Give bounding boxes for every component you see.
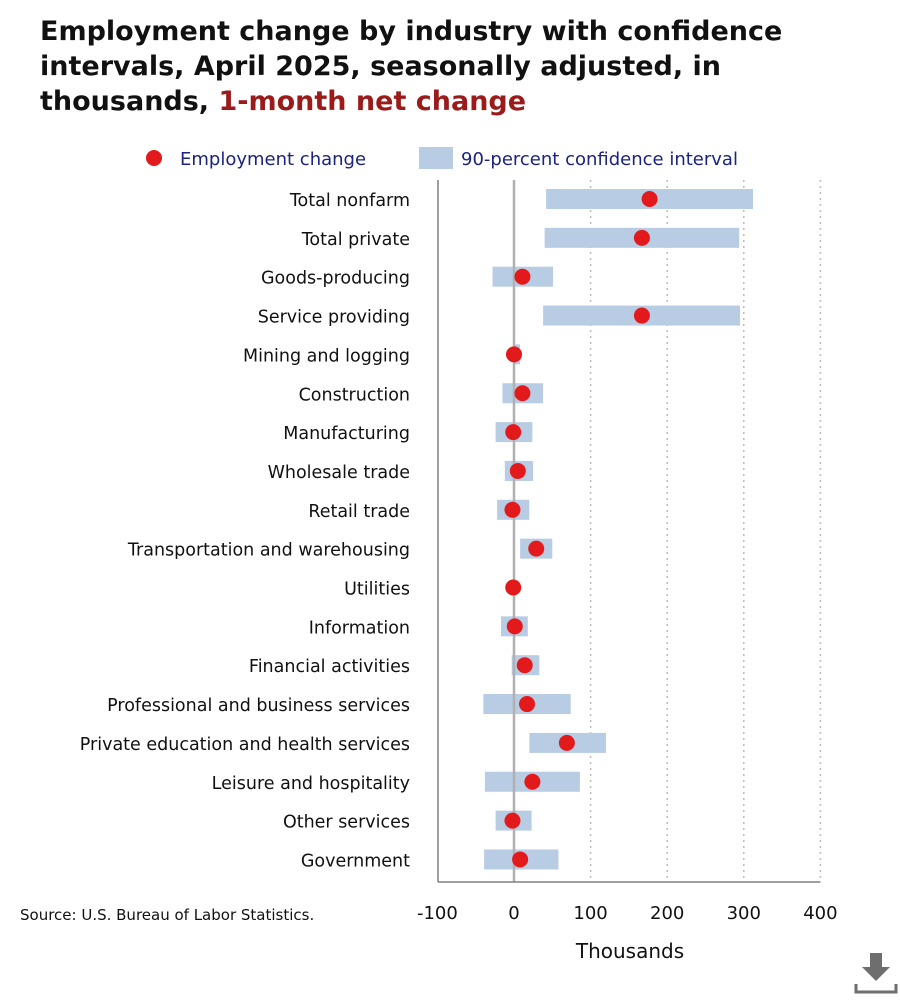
employment-change-point [509, 462, 526, 479]
employment-change-point [528, 540, 545, 557]
axes [437, 180, 821, 883]
category-label: Private education and health services [80, 735, 410, 755]
category-label: Total nonfarm [289, 191, 410, 211]
confidence-intervals [483, 189, 753, 870]
category-label: Wholesale trade [268, 463, 410, 483]
employment-change-point [506, 346, 522, 363]
employment-change-point [506, 618, 523, 635]
x-tick-label: 400 [803, 903, 837, 924]
download-button[interactable] [850, 948, 898, 996]
employment-change-point [504, 812, 521, 829]
x-tick-labels: -100 0 100 200 300 400 [417, 903, 838, 924]
legend-interval-label: 90-percent confidence interval [461, 149, 738, 170]
download-icon [854, 953, 898, 994]
category-label: Government [301, 851, 410, 871]
category-label: Leisure and hospitality [212, 774, 410, 794]
employment-change-point [504, 501, 521, 518]
chart-title-main: Employment change by industry with confi… [40, 16, 783, 117]
category-label: Construction [299, 385, 410, 405]
category-label: Professional and business services [107, 696, 410, 716]
chart-title: Employment change by industry with confi… [40, 14, 860, 119]
category-label: Financial activities [249, 657, 410, 677]
chart-title-highlight: 1-month net change [218, 86, 527, 117]
category-label: Mining and logging [243, 346, 410, 366]
x-tick-label: -100 [417, 903, 458, 924]
category-label: Information [309, 618, 410, 638]
category-label: Other services [283, 813, 410, 833]
gridlines [589, 180, 822, 882]
employment-change-point [558, 734, 575, 751]
legend: Employment change 90-percent confidence … [146, 147, 738, 170]
x-tick-label: 200 [650, 903, 684, 924]
employment-change-point [505, 579, 522, 596]
category-label: Utilities [344, 580, 410, 600]
legend-interval-swatch [419, 147, 453, 169]
category-label: Transportation and warehousing [127, 541, 410, 561]
category-labels: Total nonfarm Total private Goods-producin… [80, 191, 410, 871]
employment-change-point [633, 307, 650, 324]
employment-change-point [512, 851, 529, 868]
category-label: Total private [301, 230, 410, 250]
x-tick-label: 0 [508, 903, 519, 924]
source-note: Source: U.S. Bureau of Labor Statistics. [20, 906, 314, 924]
legend-point-swatch [146, 150, 162, 166]
x-tick-label: 100 [573, 903, 607, 924]
employment-change-points [504, 191, 658, 868]
x-tick-label: 300 [727, 903, 761, 924]
employment-change-point [514, 268, 531, 285]
legend-point-label: Employment change [180, 149, 366, 170]
employment-change-point [514, 385, 531, 402]
employment-change-point [633, 229, 650, 246]
category-label: Manufacturing [283, 424, 410, 444]
employment-change-point [519, 696, 536, 713]
category-label: Service providing [258, 308, 410, 328]
employment-change-point [524, 773, 541, 790]
x-axis-title: Thousands [575, 939, 684, 963]
employment-change-point [505, 424, 522, 441]
employment-change-point [641, 191, 658, 207]
category-label: Retail trade [308, 502, 410, 522]
category-label: Goods-producing [261, 269, 410, 289]
employment-change-point [516, 657, 533, 674]
